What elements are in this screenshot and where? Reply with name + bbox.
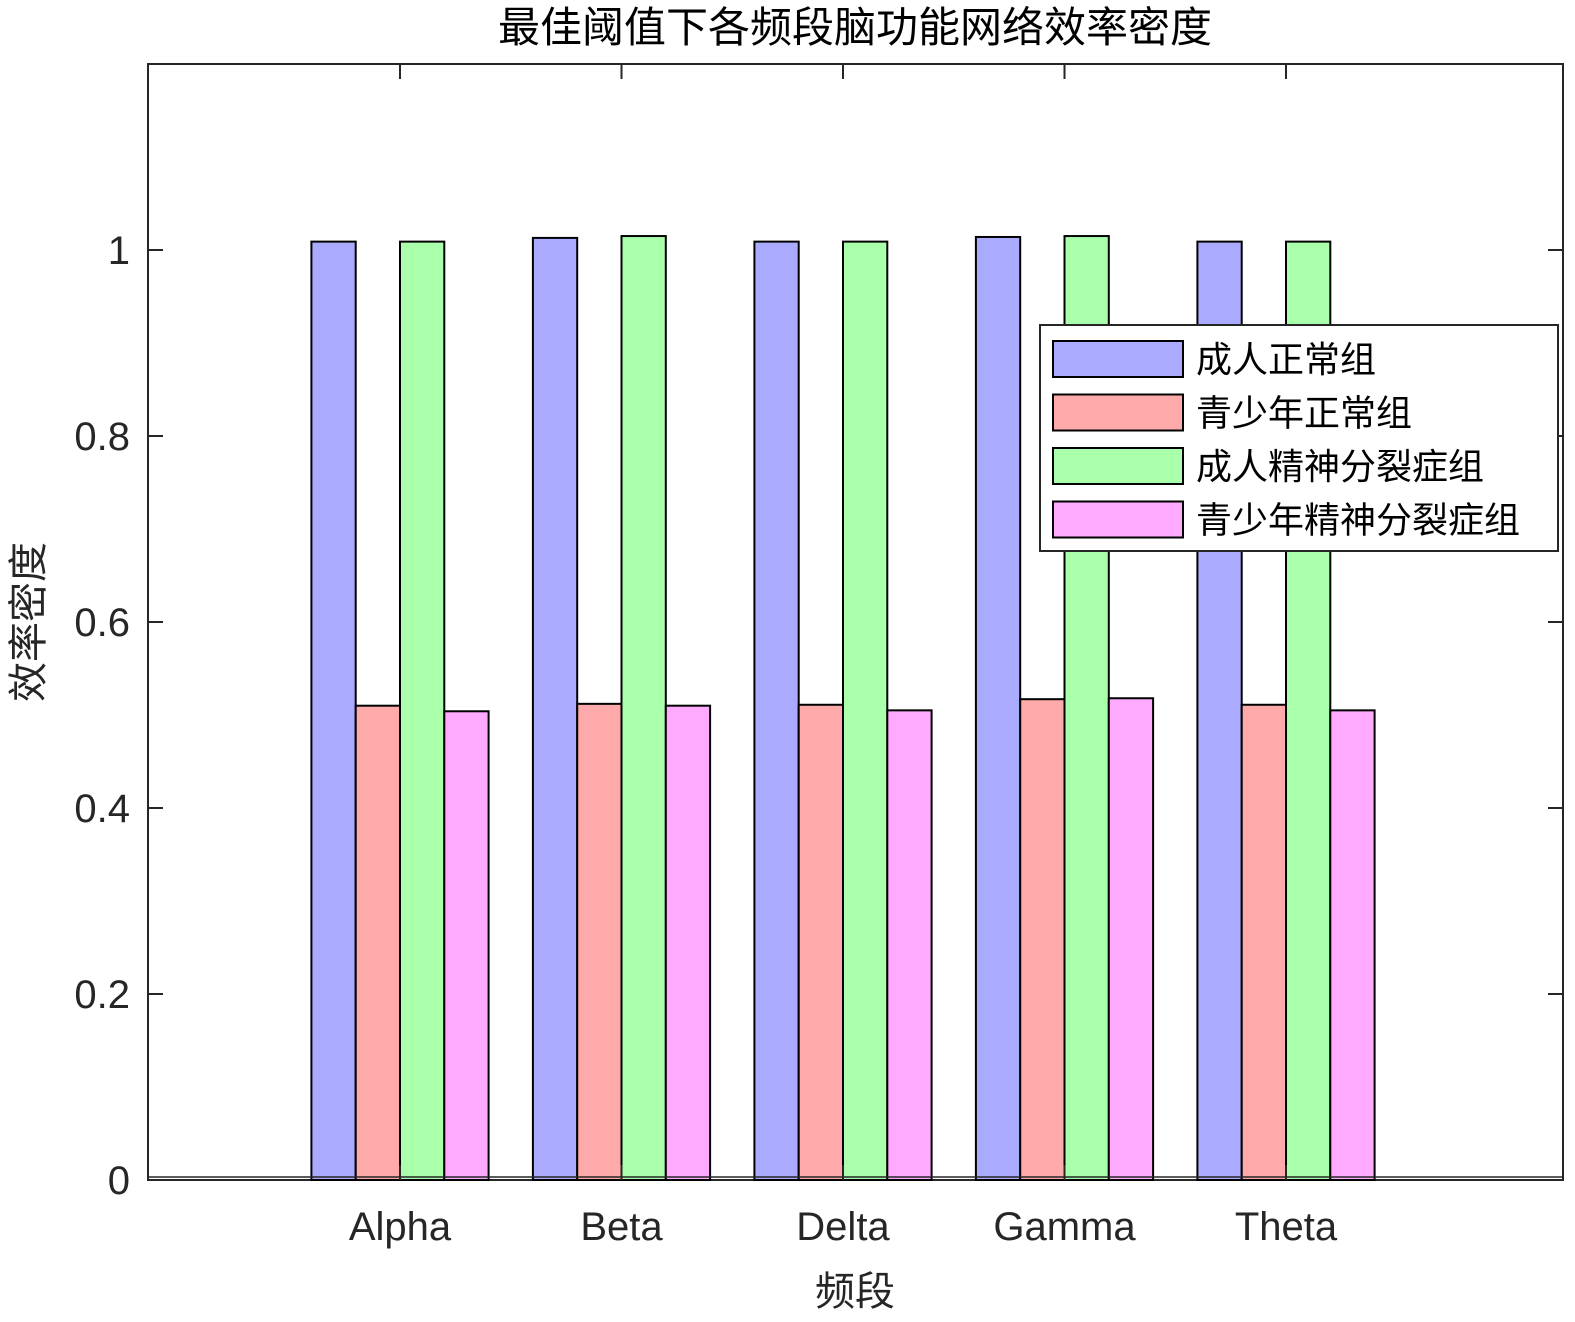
legend-swatch — [1052, 393, 1184, 432]
x-tick-label: Theta — [1235, 1205, 1338, 1249]
bar-beta-series-2 — [576, 702, 623, 1182]
y-tick-label: 0.2 — [74, 973, 130, 1017]
bar-alpha-series-1 — [310, 240, 357, 1181]
x-tick-label: Gamma — [993, 1205, 1136, 1249]
bar-delta-series-3 — [842, 240, 889, 1181]
bar-gamma-series-1 — [974, 235, 1022, 1182]
bar-alpha-series-2 — [354, 704, 402, 1181]
legend-label: 成人正常组 — [1196, 340, 1376, 381]
y-axis-title: 效率密度 — [6, 542, 52, 702]
x-tick-label: Alpha — [349, 1205, 452, 1249]
bar-alpha-series-3 — [399, 240, 446, 1181]
legend-swatch — [1052, 500, 1184, 539]
plot-area: 0 0.2 0.4 0.6 0.8 1 Alpha Beta Delta Gamma Theta — [74, 63, 1564, 1249]
legend-swatch — [1052, 340, 1184, 378]
legend-label: 成人精神分裂症组 — [1196, 447, 1484, 488]
bar-beta-series-4 — [664, 704, 712, 1181]
y-tick-label: 0.6 — [74, 601, 130, 645]
y-tick-label: 0.8 — [74, 415, 130, 459]
bar-delta-series-1 — [753, 240, 800, 1181]
bar-gamma-series-4 — [1107, 697, 1155, 1181]
x-tick-label: Delta — [796, 1205, 890, 1249]
legend-label: 青少年正常组 — [1196, 394, 1412, 435]
bar-gamma-series-2 — [1019, 698, 1066, 1181]
chart-title: 最佳阈值下各频段脑功能网络效率密度 — [498, 3, 1212, 52]
bar-theta-series-4 — [1329, 709, 1376, 1181]
y-tick-label: 0.4 — [74, 787, 130, 831]
legend-label: 青少年精神分裂症组 — [1196, 501, 1520, 542]
bar-beta-series-3 — [620, 235, 667, 1182]
x-tick-label: Beta — [580, 1205, 663, 1249]
bar-alpha-series-4 — [443, 710, 490, 1182]
y-tick-label: 1 — [108, 229, 130, 273]
bar-theta-series-2 — [1240, 703, 1287, 1182]
bar-beta-series-1 — [531, 236, 579, 1182]
bar-delta-series-4 — [886, 709, 933, 1181]
x-axis-title: 频段 — [815, 1269, 895, 1315]
bar-delta-series-2 — [797, 703, 845, 1182]
legend-swatch — [1052, 447, 1184, 485]
y-tick-label: 0 — [108, 1159, 130, 1203]
